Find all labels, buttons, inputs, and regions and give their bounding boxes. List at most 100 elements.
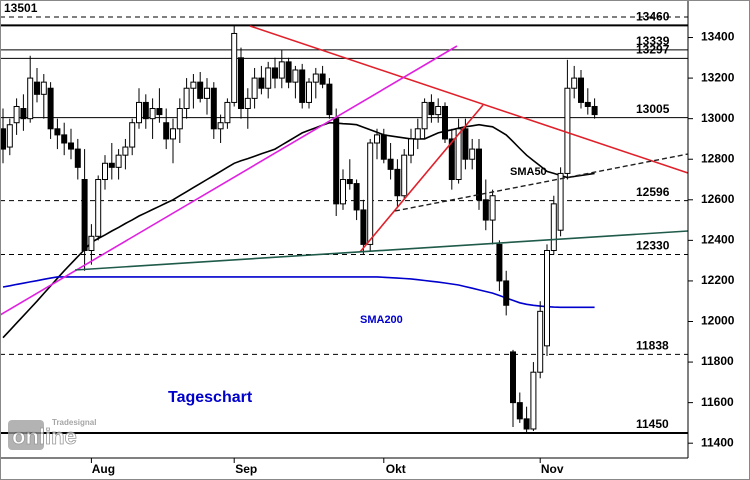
candle-body [244, 97, 251, 110]
candle-body [414, 128, 421, 140]
candle-body [68, 142, 74, 150]
candle-body [346, 179, 353, 185]
sma-label: SMA50 [510, 166, 547, 178]
candle-body [448, 138, 455, 181]
sma-line [2, 276, 595, 309]
candle-body [537, 310, 544, 373]
trend-line [359, 104, 484, 253]
candle-body [578, 77, 584, 103]
trend-line [249, 25, 689, 174]
y-tick-label: 13200 [701, 70, 735, 84]
candle-body [47, 87, 54, 130]
candle-body [489, 195, 496, 221]
candle-body [183, 87, 190, 110]
candle-body [40, 81, 47, 95]
trend-line [74, 230, 689, 271]
candle-body [272, 67, 278, 79]
candle-body [435, 105, 442, 116]
candle-body [34, 81, 40, 95]
candle-body [61, 134, 68, 144]
y-tick-label: 12200 [701, 273, 735, 287]
candle-body [102, 162, 108, 181]
candle-body [210, 87, 217, 130]
chart-title: Tageschart [168, 389, 253, 406]
y-tick-label: 12800 [701, 151, 735, 165]
logo-brand: Tradesignal [52, 418, 96, 427]
candle-body [81, 179, 88, 252]
candle-body [557, 172, 564, 231]
sma-label: SMA200 [360, 314, 403, 326]
candle-body [401, 154, 408, 197]
candle-body [231, 32, 238, 103]
candle-body [20, 108, 27, 120]
y-tick-label: 12400 [701, 233, 735, 247]
y-tick-label: 11400 [701, 435, 734, 449]
candle-body [299, 69, 306, 103]
plot [0, 16, 688, 435]
level-label: 11838 [636, 339, 669, 353]
candle-body [149, 108, 156, 120]
candle-body [516, 402, 523, 420]
candle-body [224, 101, 231, 124]
candle-body [238, 57, 244, 110]
candle-body [27, 77, 34, 120]
sma-line [2, 121, 595, 339]
candle-body [428, 101, 435, 116]
x-tick-label: Nov [541, 462, 564, 476]
level-label: 11450 [636, 417, 669, 431]
candle-body [278, 61, 285, 79]
candle-body [503, 280, 510, 306]
candle-body [564, 87, 571, 174]
candle-body [571, 77, 578, 89]
candle-body [394, 168, 401, 197]
candle-body [408, 138, 414, 156]
y-tick-label: 13000 [701, 111, 735, 125]
level-label: 12596 [636, 185, 670, 199]
y-tick-label: 11600 [701, 395, 734, 409]
x-tick-label: Sep [235, 462, 257, 476]
candle-body [74, 148, 81, 168]
candle-body [163, 122, 170, 140]
candle-body [251, 77, 258, 99]
candle-body [530, 371, 537, 430]
candle-body [360, 209, 367, 245]
candle-body [510, 351, 516, 404]
level-label: 12330 [636, 239, 670, 253]
y-tick-label: 12000 [701, 314, 735, 328]
level-label: 13005 [636, 102, 670, 116]
candle-body [217, 122, 224, 130]
level-label: 13460 [636, 10, 670, 24]
candle-body [170, 128, 176, 140]
candle-body [496, 243, 503, 282]
candle-body [95, 179, 102, 237]
level-label: 13339 [636, 34, 670, 48]
trend-line [394, 153, 689, 212]
candle-body [312, 73, 319, 83]
candle-body [108, 162, 115, 168]
trend-lines [0, 25, 689, 316]
candle-body [469, 148, 476, 160]
candle-body [455, 128, 462, 181]
y-tick-label: 12600 [701, 192, 735, 206]
candle-body [6, 124, 13, 148]
candle-body [319, 73, 326, 85]
candle-body [285, 61, 292, 83]
candle-body [544, 250, 550, 347]
candle-body [292, 69, 299, 83]
candle-body [156, 108, 163, 116]
candle-body [476, 148, 482, 201]
candle-body [190, 81, 197, 89]
candle-body [387, 158, 394, 170]
candle-body [13, 105, 20, 124]
level-label: 13297 [636, 43, 670, 57]
candle-body [462, 128, 469, 160]
candle-body [523, 418, 530, 430]
y-tick-label: 11800 [701, 354, 734, 368]
logo-name: online [12, 424, 77, 449]
candle-body [122, 146, 129, 156]
candle-body [591, 105, 598, 116]
x-tick-label: Okt [386, 462, 406, 476]
candle-body [482, 199, 489, 221]
candle-body [88, 235, 95, 252]
